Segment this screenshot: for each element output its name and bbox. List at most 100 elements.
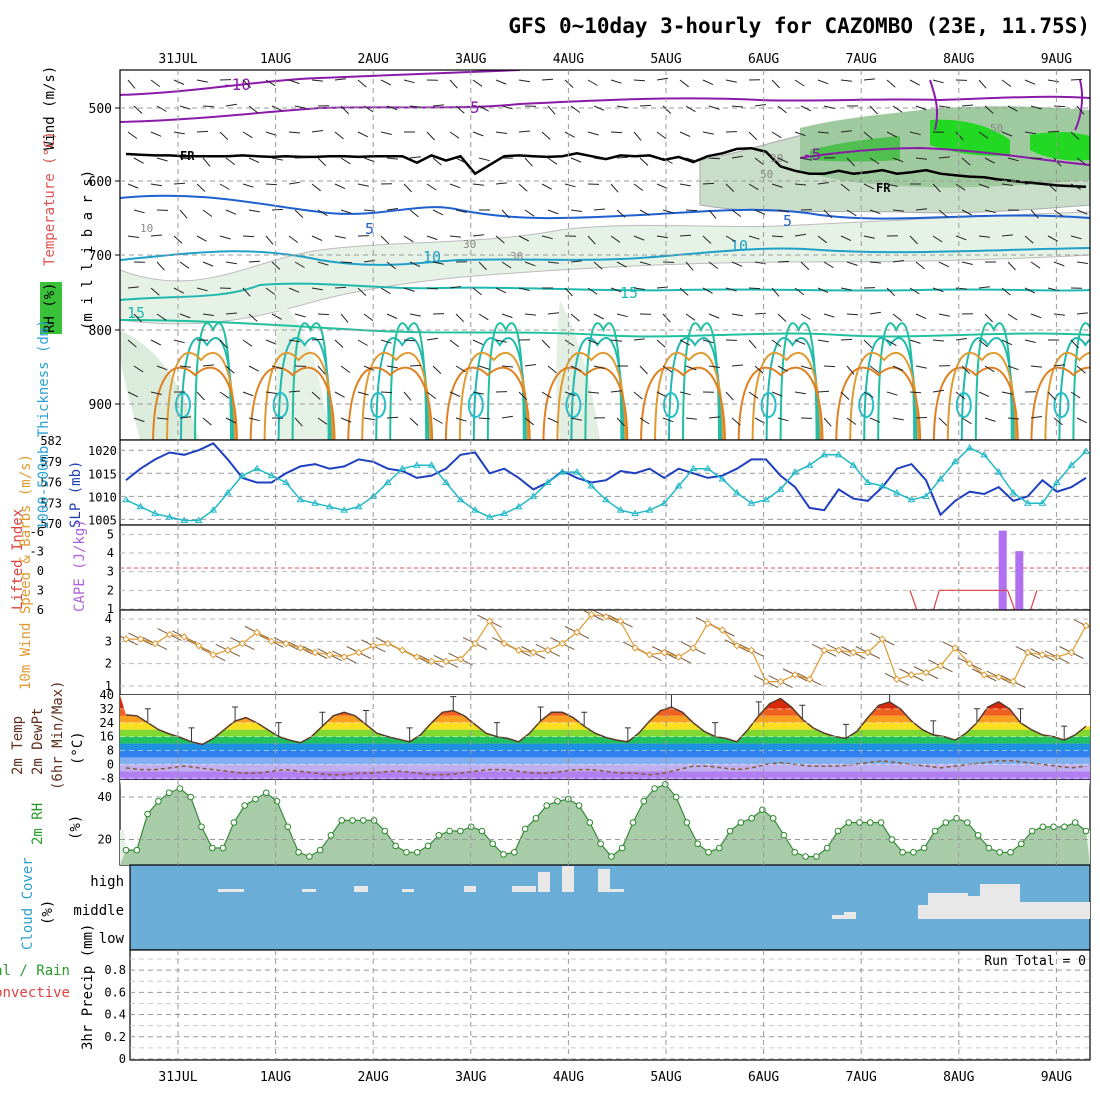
contour-label: FR [876, 181, 891, 195]
wind-barb [1024, 182, 1037, 185]
wind-point [1053, 653, 1061, 661]
isotherm [932, 366, 1019, 440]
wind-barb [748, 183, 759, 191]
wind-barb [541, 339, 550, 349]
wind-barb [472, 287, 482, 296]
rh-point [705, 848, 712, 856]
wind-barb [196, 183, 206, 192]
wind-barb [202, 261, 214, 267]
wind-point [253, 628, 261, 637]
rh-point [1050, 823, 1057, 831]
wind-barb [800, 261, 810, 270]
axis-tick-label: 1010 [88, 490, 117, 504]
isotherm [277, 337, 332, 440]
wind-barb [518, 235, 530, 242]
rh-point [521, 825, 529, 833]
wind-barb [150, 131, 162, 137]
rh-point [554, 797, 561, 805]
cloud-block [968, 896, 980, 919]
contour-label: 30 [510, 250, 523, 263]
wind-barb [840, 183, 850, 192]
rh-point [953, 814, 960, 822]
rh-point [144, 810, 151, 818]
axis-tick-label: 4 [105, 612, 112, 626]
thickness-point [747, 499, 756, 506]
wind-barb [570, 157, 582, 163]
wind-barb [133, 365, 144, 373]
wind-barb [1024, 131, 1036, 135]
rh-point [155, 797, 162, 805]
wind-barb [1001, 183, 1013, 186]
wind-barb [869, 105, 878, 115]
wind-barb [846, 313, 859, 316]
rh-point [306, 853, 313, 860]
rh-point [823, 844, 831, 852]
cloud-ylabel: Cloud Cover [20, 857, 36, 950]
wind-barb [150, 79, 161, 87]
wind-barb [541, 391, 552, 399]
wind-barb [288, 235, 299, 244]
wind-barb [294, 209, 304, 218]
wind-barb [386, 208, 398, 211]
rh-point [996, 848, 1004, 856]
thickness-point [296, 495, 305, 503]
wind-barb [541, 131, 551, 140]
wind-point [224, 646, 232, 654]
wind-barb [777, 105, 787, 114]
wind-point [689, 644, 697, 652]
wind-barb [932, 235, 943, 243]
wind-point [645, 651, 654, 659]
wind-barb [564, 131, 575, 138]
thickness-point [253, 464, 261, 472]
wind-barb [547, 209, 559, 215]
wind-barb [702, 131, 714, 135]
wind-barb [495, 287, 507, 294]
wind-point [413, 653, 421, 661]
cloud-block [598, 869, 610, 892]
wind-barb [242, 183, 254, 188]
wind-barb [823, 313, 835, 318]
cloud-block [538, 872, 550, 892]
rh-point [403, 848, 410, 856]
rh-point [1082, 827, 1090, 835]
axis-tick-label: 40 [98, 790, 112, 804]
contour-label: FR [180, 149, 195, 163]
wind-barb [334, 235, 346, 239]
wind-barb [863, 131, 873, 140]
wind-barb [317, 157, 327, 167]
wind-barb [679, 183, 691, 187]
axis-tick-label: 570 [40, 517, 62, 531]
wind-barb [156, 157, 168, 162]
wind-barb [955, 131, 964, 141]
wind-barb [133, 313, 142, 323]
wind-barb [363, 365, 375, 371]
wind-barb [777, 313, 787, 322]
axis-tick-label: 6 [37, 603, 44, 617]
wind-barb [702, 287, 713, 294]
wind-barb [817, 131, 829, 134]
wind-barb [311, 183, 322, 192]
contour-label: -5 [802, 145, 821, 164]
wind-barb [426, 131, 435, 141]
wind-barb [501, 415, 513, 419]
wind-barb [1053, 105, 1066, 108]
wind-barb [731, 155, 743, 159]
axis-tick-label: 24 [100, 716, 114, 730]
wind-barb [1030, 261, 1041, 269]
date-label: 31JUL [158, 52, 197, 67]
wind-point [529, 648, 537, 657]
wind-point [849, 648, 857, 657]
wind-barb [357, 339, 368, 346]
wind-barb [633, 131, 642, 141]
axis-tick-label: 40 [100, 688, 114, 702]
wind-barb [524, 209, 535, 217]
wind-barb [478, 313, 489, 321]
wind-barb [334, 78, 346, 81]
thickness-point [442, 478, 450, 485]
wind-barb [771, 391, 783, 397]
wind-barb [1070, 78, 1083, 81]
wind-barb [777, 365, 788, 372]
wind-point [587, 610, 596, 619]
wind-barb [955, 235, 967, 241]
wind-point [267, 637, 276, 646]
